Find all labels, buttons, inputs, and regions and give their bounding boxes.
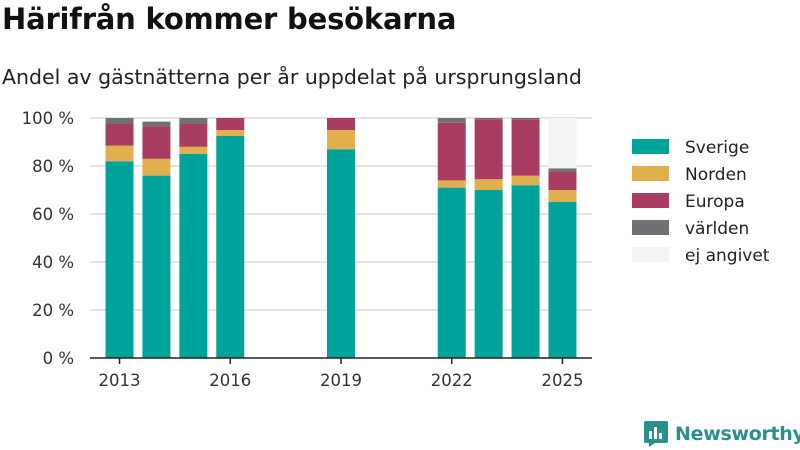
bar-segment-ej-angivet: [548, 118, 577, 169]
bar-segment-europa: [142, 126, 171, 159]
bar-segment-europa: [327, 118, 355, 130]
bar-segment-sverige: [105, 161, 134, 358]
bar-segment-europa: [511, 119, 540, 176]
legend-label: världen: [685, 219, 749, 239]
legend-swatch: [632, 139, 669, 154]
bar-segment-världen: [105, 118, 134, 124]
legend-label: Sverige: [685, 138, 749, 158]
y-tick-label: 60 %: [32, 205, 74, 224]
bar-segment-sverige: [179, 154, 208, 358]
bar-segment-norden: [437, 180, 466, 188]
bar-segment-europa: [105, 124, 134, 146]
logo-text: Newsworthy: [675, 423, 800, 445]
bar-segment-norden: [474, 179, 503, 190]
bar-segment-norden: [511, 175, 540, 186]
bar-segment-europa: [548, 172, 577, 190]
bar-segment-europa: [216, 118, 245, 130]
legend: Sverige Norden Europa världen ej angivet: [632, 138, 770, 266]
bar-segment-norden: [105, 145, 134, 162]
legend-swatch: [632, 220, 669, 235]
y-tick-label: 40 %: [32, 253, 74, 272]
x-tick-label: 2016: [209, 371, 251, 390]
y-tick-label: 20 %: [32, 301, 74, 320]
y-tick-label: 80 %: [32, 157, 74, 176]
bar-chart-logo-icon: [644, 421, 668, 447]
bar-segment-sverige: [511, 185, 540, 358]
newsworthy-logo: Newsworthy: [643, 420, 800, 448]
bar-segment-världen: [142, 121, 171, 127]
bar-segment-världen: [179, 118, 208, 124]
x-tick-label: 2025: [541, 371, 583, 390]
legend-label: ej angivet: [685, 246, 770, 266]
bar-segment-norden: [142, 158, 171, 176]
y-tick-label: 0 %: [43, 349, 74, 368]
bar-segment-norden: [327, 130, 355, 150]
bars: [105, 118, 577, 358]
bar-segment-sverige: [327, 149, 355, 358]
chart-title: Härifrån kommer besökarna: [2, 2, 457, 36]
x-tick-label: 2019: [320, 371, 362, 390]
bar-segment-världen: [474, 118, 503, 120]
bar-segment-sverige: [216, 136, 245, 358]
bar-segment-sverige: [142, 175, 171, 358]
bar-segment-världen: [437, 118, 466, 123]
bar-segment-europa: [437, 122, 466, 181]
x-tick-label: 2022: [431, 371, 473, 390]
bar-segment-europa: [179, 124, 208, 147]
legend-swatch: [632, 166, 669, 181]
x-tick-label: 2013: [99, 371, 141, 390]
bar-segment-sverige: [548, 202, 577, 358]
bar-segment-norden: [548, 190, 577, 202]
bar-segment-sverige: [474, 190, 503, 358]
bar-segment-världen: [548, 168, 577, 172]
legend-label: Europa: [685, 192, 745, 212]
bar-segment-världen: [511, 118, 540, 120]
bar-segment-sverige: [437, 187, 466, 358]
bar-segment-norden: [179, 146, 208, 154]
axes: 0 % 20 % 40 % 60 % 80 % 100 % 2013 2016 2019 2022…: [22, 109, 592, 390]
chart-subtitle: Andel av gästnätterna per år uppdelat på…: [2, 65, 582, 89]
legend-swatch: [632, 193, 669, 208]
bar-segment-norden: [216, 130, 245, 136]
legend-swatch: [632, 247, 669, 262]
legend-label: Norden: [685, 165, 747, 185]
y-tick-label: 100 %: [22, 109, 74, 128]
bar-segment-europa: [474, 119, 503, 180]
